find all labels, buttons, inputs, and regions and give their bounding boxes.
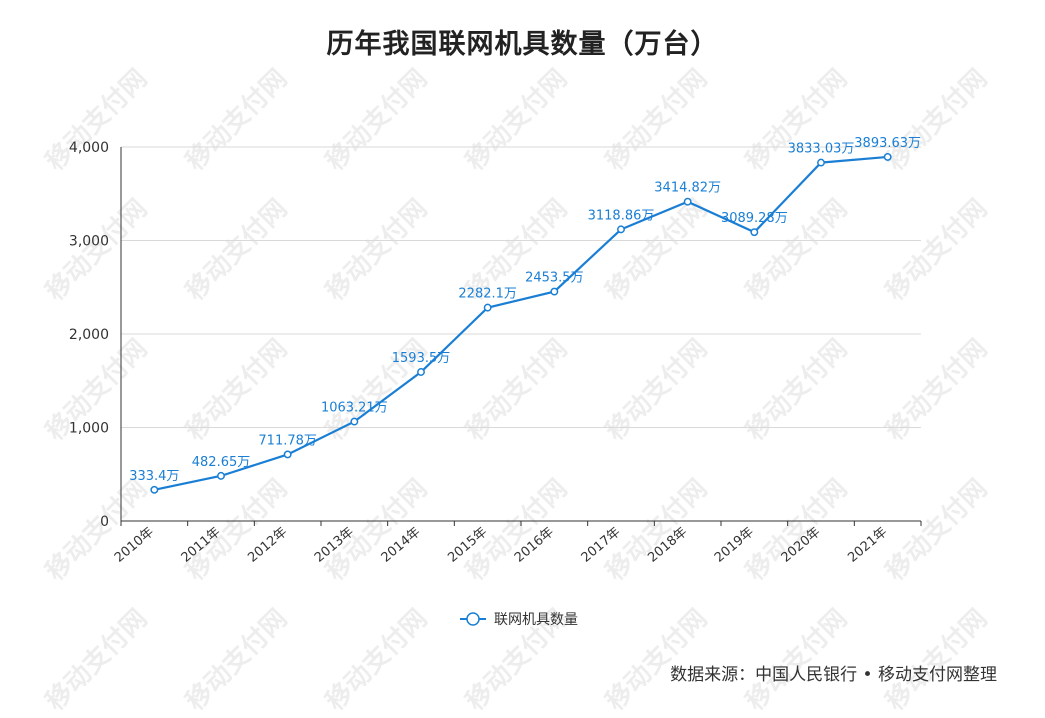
y-tick-label: 2,000 <box>69 327 109 343</box>
data-point <box>350 417 359 426</box>
x-tick-label: 2011年 <box>179 525 224 566</box>
x-tick-label: 2021年 <box>845 525 890 566</box>
series-line <box>154 155 888 491</box>
data-label: 2282.1万 <box>458 287 517 302</box>
data-point <box>617 225 625 234</box>
data-point <box>817 158 825 167</box>
x-tick-label: 2012年 <box>245 525 290 566</box>
x-tick-label: 2016年 <box>512 525 557 566</box>
data-label: 3414.82万 <box>654 181 721 196</box>
y-tick-label: 1,000 <box>69 421 109 437</box>
x-tick-label: 2020年 <box>779 525 824 566</box>
data-label: 482.65万 <box>192 455 251 470</box>
x-tick-label: 2015年 <box>445 525 490 566</box>
data-label: 711.78万 <box>258 433 317 448</box>
x-tick-label: 2014年 <box>379 525 424 566</box>
data-label: 333.4万 <box>129 469 179 484</box>
data-point <box>217 471 225 480</box>
y-tick-label: 0 <box>100 514 109 530</box>
data-label: 1063.21万 <box>321 401 388 416</box>
data-label: 3118.86万 <box>588 208 655 223</box>
data-point <box>883 152 892 161</box>
legend-label: 联网机具数量 <box>494 612 578 628</box>
y-tick-label: 4,000 <box>69 140 109 156</box>
x-tick-label: 2018年 <box>645 525 690 566</box>
x-tick-label: 2010年 <box>112 525 157 566</box>
data-point <box>150 485 159 494</box>
data-label: 3089.28万 <box>721 211 788 226</box>
data-label: 3833.03万 <box>788 142 855 157</box>
x-tick-label: 2013年 <box>312 525 357 566</box>
data-source-note: 数据来源：中国人民银行 • 移动支付网整理 <box>670 665 997 685</box>
legend-marker <box>466 612 480 626</box>
chart-title: 历年我国联网机具数量（万台） <box>326 29 719 60</box>
x-tick-label: 2017年 <box>579 525 624 566</box>
data-label: 2453.5万 <box>525 271 584 286</box>
data-point <box>683 197 692 206</box>
data-label: 1593.5万 <box>392 351 451 366</box>
data-point <box>283 450 292 459</box>
data-point <box>483 303 492 312</box>
data-point <box>550 287 559 296</box>
data-point <box>750 228 759 237</box>
data-point <box>417 368 425 376</box>
y-tick-label: 3,000 <box>69 234 109 250</box>
x-tick-label: 2019年 <box>712 525 757 566</box>
data-label: 3893.63万 <box>854 136 921 151</box>
